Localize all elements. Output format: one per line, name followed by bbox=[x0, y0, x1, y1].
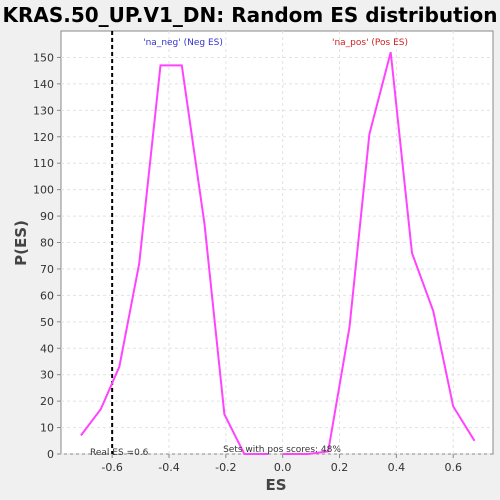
series-line-0 bbox=[80, 64, 269, 455]
x-tick-label: 0.6 bbox=[444, 461, 462, 474]
series-group bbox=[80, 51, 476, 455]
y-tick-label: 90 bbox=[40, 210, 54, 223]
chart-title: KRAS.50_UP.V1_DN: Random ES distribution bbox=[2, 3, 497, 27]
legend-neg: 'na_neg' (Neg ES) bbox=[143, 38, 223, 48]
y-tick-label: 100 bbox=[33, 184, 54, 197]
y-axis-label: P(ES) bbox=[12, 220, 30, 266]
y-tick-label: 70 bbox=[40, 263, 54, 276]
grid-lines bbox=[61, 31, 493, 455]
real-es-label: Real ES =0.6 bbox=[90, 448, 149, 458]
series-line-1 bbox=[282, 51, 476, 455]
y-tick-label: 0 bbox=[47, 448, 54, 461]
y-tick-label: 10 bbox=[40, 422, 54, 435]
x-tick-label: -0.6 bbox=[101, 461, 122, 474]
x-tick-label: -0.2 bbox=[215, 461, 236, 474]
y-tick-label: 120 bbox=[33, 131, 54, 144]
x-tick-label: 0.2 bbox=[331, 461, 349, 474]
y-tick-label: 30 bbox=[40, 369, 54, 382]
x-tick-label: -0.4 bbox=[158, 461, 179, 474]
x-tick-label: 0.4 bbox=[388, 461, 406, 474]
y-tick-label: 140 bbox=[33, 78, 54, 91]
y-tick-label: 60 bbox=[40, 289, 54, 302]
y-tick-label: 20 bbox=[40, 395, 54, 408]
legend-pos: 'na_pos' (Pos ES) bbox=[332, 38, 408, 48]
x-tick-label: 0.0 bbox=[274, 461, 292, 474]
pos-scores-annotation: Sets with pos scores: 48% bbox=[223, 445, 341, 455]
x-axis-label: ES bbox=[265, 476, 286, 494]
y-tick-label: 130 bbox=[33, 104, 54, 117]
y-tick-label: 40 bbox=[40, 342, 54, 355]
y-tick-label: 50 bbox=[40, 316, 54, 329]
x-axis: -0.6 -0.4 -0.2 0.0 0.2 0.4 0.6 bbox=[101, 454, 462, 474]
y-tick-label: 150 bbox=[33, 51, 54, 64]
y-axis: 0 10 20 30 40 50 60 70 80 90 100 110 120 130 140 150 bbox=[33, 51, 61, 461]
y-tick-label: 80 bbox=[40, 237, 54, 250]
y-tick-label: 110 bbox=[33, 157, 54, 170]
